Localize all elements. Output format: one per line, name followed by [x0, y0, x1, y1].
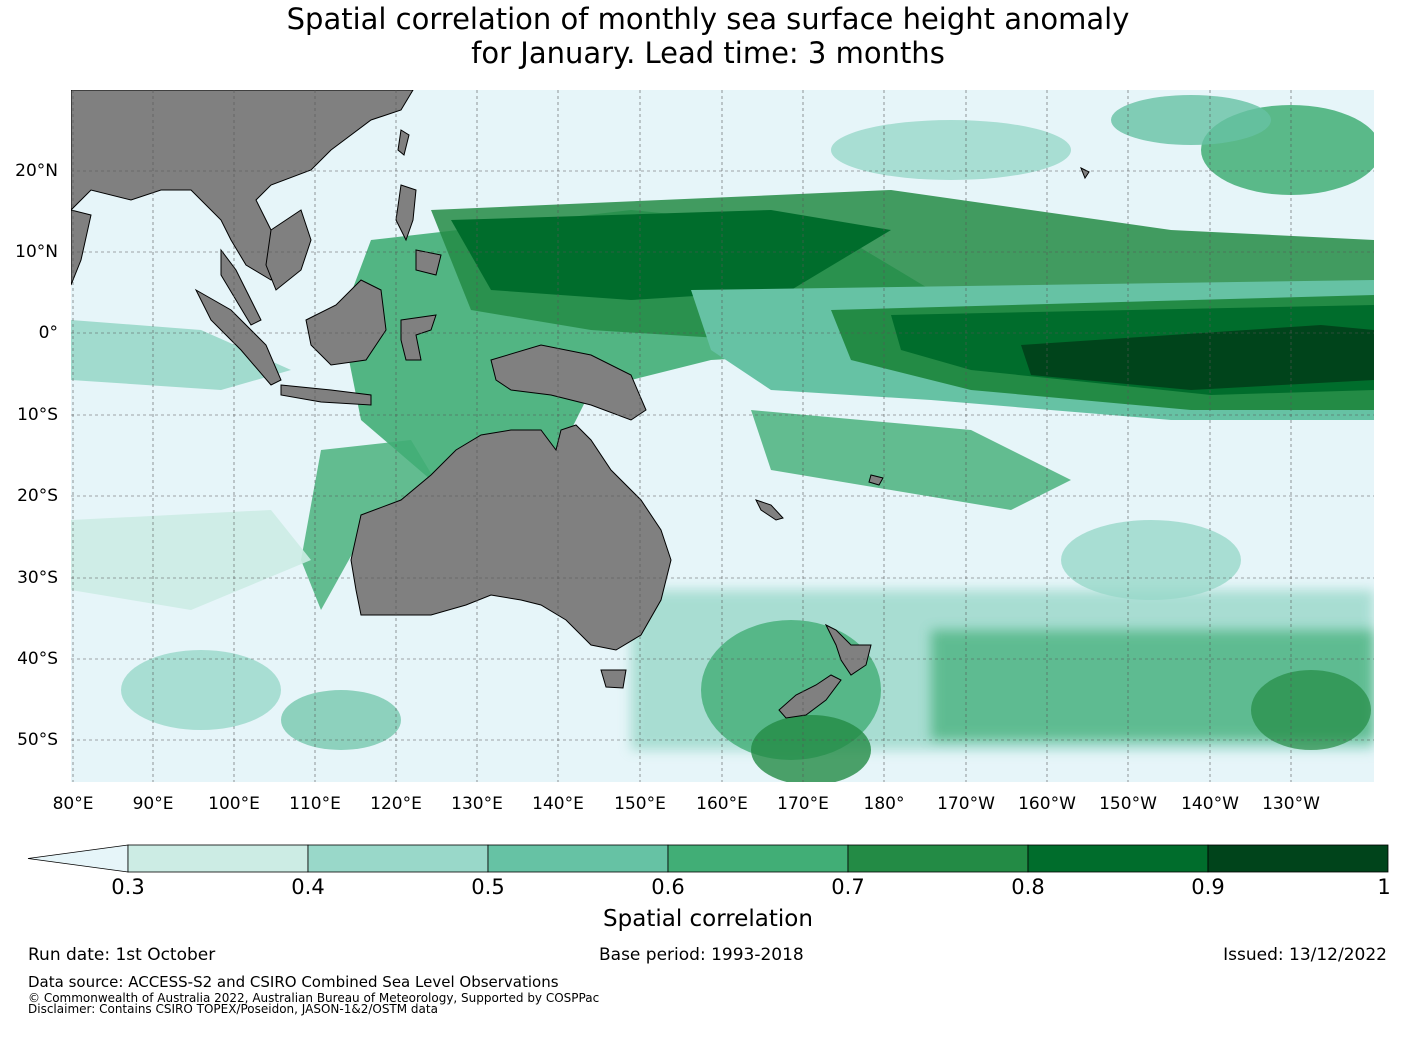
latitude-label: 0° [38, 323, 58, 343]
field-equatorial-peak [1021, 325, 1374, 390]
land-asia-mainland [71, 90, 414, 281]
colorbar-segments [27, 844, 1389, 873]
land-indochina [265, 209, 312, 291]
longitude-label: 180° [863, 794, 905, 814]
field-indian-west [71, 320, 291, 390]
chart-title-line-2: for January. Lead time: 3 months [471, 36, 945, 70]
longitude-label: 140°E [532, 794, 584, 814]
data-source: Data source: ACCESS-S2 and CSIRO Combine… [28, 973, 559, 991]
map-canvas [71, 90, 1374, 782]
field-patch-ne2 [1111, 95, 1271, 145]
longitude-label: 120°E [370, 794, 422, 814]
field-north-band-high [451, 210, 891, 300]
land-hawaii [1080, 166, 1090, 180]
correlation-field [71, 95, 1374, 782]
colorbar-tick-label: 0.3 [111, 875, 145, 899]
field-patch-sw2 [281, 690, 401, 750]
longitude-label: 80°E [52, 794, 94, 814]
map-gridlines [71, 90, 1374, 782]
colorbar-segment [1207, 844, 1389, 873]
colorbar-tick-label: 0.8 [1011, 875, 1045, 899]
chart-title-line-1: Spatial correlation of monthly sea surfa… [286, 2, 1130, 36]
land-sumatra [194, 288, 282, 386]
base-period: Base period: 1993-2018 [599, 945, 804, 965]
land-philippines-mindanao [415, 249, 442, 276]
colorbar-tick-label: 0.7 [831, 875, 865, 899]
copyright: © Commonwealth of Australia 2022, Austra… [28, 991, 600, 1005]
colorbar-segment [1027, 844, 1209, 873]
field-indian-mid [71, 510, 311, 610]
colorbar-tick-label: 0.6 [651, 875, 685, 899]
colorbar-tick-label: 0.4 [291, 875, 325, 899]
field-south-pacific [751, 410, 1071, 510]
latitude-label: 20°S [17, 486, 58, 506]
colorbar-tick-label: 0.5 [471, 875, 505, 899]
colorbar-under-arrow [27, 844, 129, 873]
land-new-caledonia [755, 499, 784, 521]
colorbar-segment [487, 844, 669, 873]
colorbar-segment [307, 844, 489, 873]
latitude-label: 10°N [15, 242, 58, 262]
latitude-label: 30°S [17, 568, 58, 588]
colorbar-segment [847, 844, 1029, 873]
field-patch-sw [121, 650, 281, 730]
field-patch-se2 [1251, 670, 1371, 750]
issued-date: Issued: 13/12/2022 [1223, 945, 1387, 965]
land-tasmania [600, 669, 627, 689]
land-india-coast [71, 209, 92, 286]
field-patch-se [1061, 520, 1241, 600]
longitude-label: 170°W [937, 794, 995, 814]
land-nz-north-island [824, 623, 872, 676]
longitude-label: 130°E [451, 794, 503, 814]
colorbar-segment [667, 844, 849, 873]
latitude-label: 20°N [15, 161, 58, 181]
longitude-label: 150°E [614, 794, 666, 814]
longitude-label: 160°E [696, 794, 748, 814]
disclaimer: Disclaimer: Contains CSIRO TOPEX/Poseido… [28, 1002, 438, 1016]
colorbar-segment [127, 844, 309, 873]
longitude-label: 100°E [208, 794, 260, 814]
land-masses [71, 90, 1090, 719]
land-nz-south-island [778, 674, 842, 719]
latitude-label: 10°S [17, 405, 58, 425]
colorbar-tick-label: 1 [1377, 875, 1391, 899]
land-taiwan [397, 129, 410, 156]
field-nz-south [751, 715, 871, 782]
field-indian-ocean [301, 440, 441, 610]
run-date: Run date: 1st October [28, 945, 216, 965]
correlation-map [71, 90, 1374, 782]
latitude-label: 40°S [17, 649, 58, 669]
field-patch-n [831, 120, 1071, 180]
latitude-label: 50°S [17, 730, 58, 750]
land-java [280, 384, 372, 406]
land-australia [350, 424, 672, 651]
longitude-label: 160°W [1018, 794, 1076, 814]
longitude-label: 170°E [777, 794, 829, 814]
colorbar-tick-label: 0.9 [1191, 875, 1225, 899]
colorbar-label: Spatial correlation [603, 906, 813, 932]
land-sulawesi [400, 314, 437, 361]
longitude-label: 150°W [1099, 794, 1157, 814]
longitude-label: 110°E [289, 794, 341, 814]
land-borneo [305, 279, 387, 366]
land-new-guinea [490, 344, 647, 421]
land-fiji [868, 474, 884, 486]
land-philippines-luzon [395, 184, 417, 242]
land-malay-peninsula [220, 248, 262, 326]
longitude-label: 90°E [132, 794, 174, 814]
longitude-label: 140°W [1181, 794, 1239, 814]
longitude-label: 130°W [1262, 794, 1320, 814]
